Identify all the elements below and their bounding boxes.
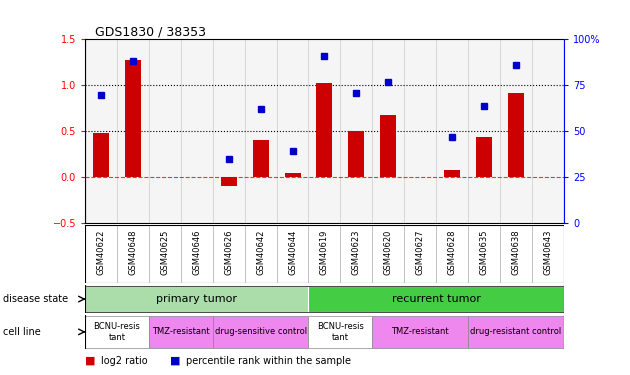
Text: BCNU-resis
tant: BCNU-resis tant <box>93 322 140 342</box>
Text: GSM40627: GSM40627 <box>416 230 425 275</box>
Text: GSM40623: GSM40623 <box>352 230 361 275</box>
Text: primary tumor: primary tumor <box>156 294 238 304</box>
Text: ■: ■ <box>170 356 181 366</box>
Bar <box>309 286 564 312</box>
Text: BCNU-resis
tant: BCNU-resis tant <box>317 322 364 342</box>
Bar <box>381 115 396 177</box>
Text: GSM40642: GSM40642 <box>256 230 265 275</box>
Bar <box>476 137 492 177</box>
Text: GSM40628: GSM40628 <box>448 230 457 275</box>
Bar <box>213 316 309 348</box>
Text: GSM40619: GSM40619 <box>320 230 329 275</box>
Text: GSM40626: GSM40626 <box>224 230 233 275</box>
Bar <box>125 60 141 177</box>
Bar <box>468 316 564 348</box>
Text: GSM40648: GSM40648 <box>129 230 137 275</box>
Text: GSM40622: GSM40622 <box>96 230 105 275</box>
Bar <box>253 141 268 177</box>
Text: GSM40638: GSM40638 <box>512 230 520 275</box>
Bar <box>285 172 301 177</box>
Text: drug-resistant control: drug-resistant control <box>471 327 561 336</box>
Bar <box>508 93 524 177</box>
Text: GSM40646: GSM40646 <box>192 230 201 275</box>
Text: GSM40643: GSM40643 <box>544 230 553 275</box>
Bar <box>348 131 364 177</box>
Text: disease state: disease state <box>3 294 68 304</box>
Text: ■: ■ <box>85 356 96 366</box>
Bar <box>309 316 372 348</box>
Text: TMZ-resistant: TMZ-resistant <box>152 327 210 336</box>
Bar <box>93 133 109 177</box>
Text: GSM40644: GSM40644 <box>288 230 297 275</box>
Text: GSM40625: GSM40625 <box>161 230 169 275</box>
Text: drug-sensitive control: drug-sensitive control <box>215 327 307 336</box>
Bar <box>372 316 468 348</box>
Text: recurrent tumor: recurrent tumor <box>392 294 481 304</box>
Bar <box>85 286 309 312</box>
Bar <box>444 170 460 177</box>
Text: log2 ratio: log2 ratio <box>101 356 147 366</box>
Text: GDS1830 / 38353: GDS1830 / 38353 <box>94 25 205 38</box>
Bar <box>85 316 149 348</box>
Text: cell line: cell line <box>3 327 41 337</box>
Bar <box>220 177 237 186</box>
Text: GSM40635: GSM40635 <box>479 230 488 275</box>
Text: percentile rank within the sample: percentile rank within the sample <box>186 356 351 366</box>
Bar <box>316 84 333 177</box>
Bar <box>149 316 213 348</box>
Text: TMZ-resistant: TMZ-resistant <box>391 327 449 336</box>
Text: GSM40620: GSM40620 <box>384 230 392 275</box>
